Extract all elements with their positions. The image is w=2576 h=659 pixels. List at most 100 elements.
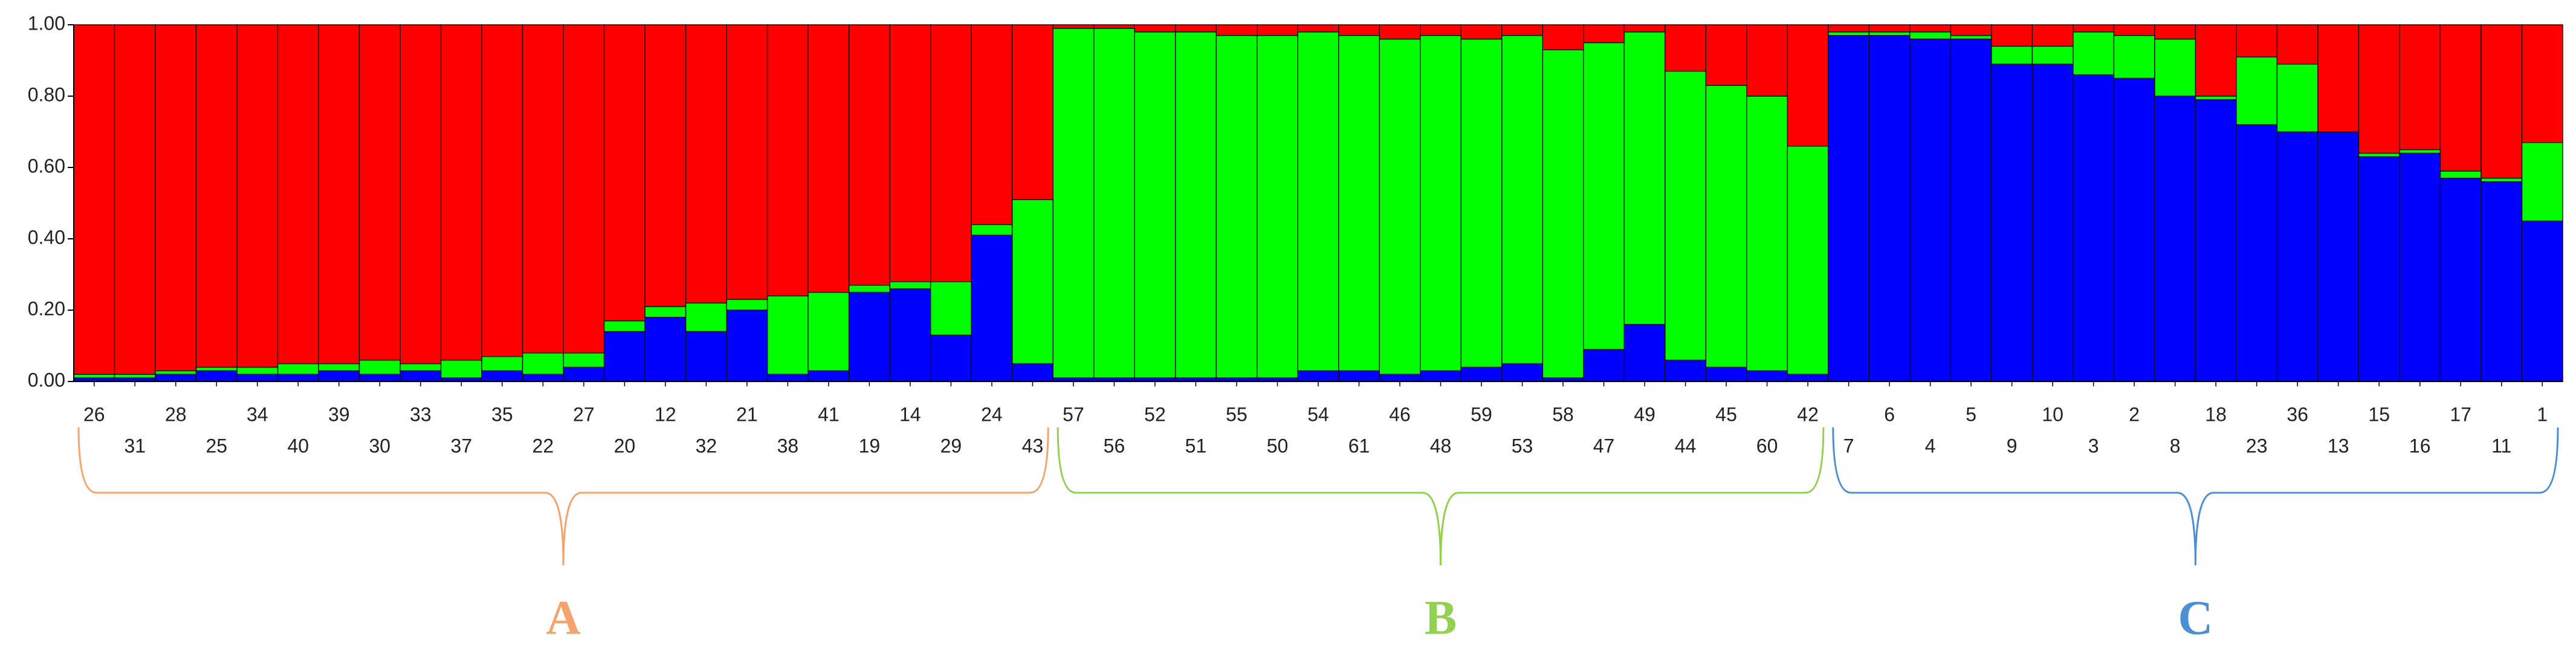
bar-segment — [2481, 181, 2523, 382]
bar-segment — [1623, 31, 1666, 325]
bar-segment — [522, 24, 564, 354]
x-tick-label: 12 — [655, 403, 676, 425]
x-tick-label: 13 — [2328, 435, 2349, 456]
bar-segment — [930, 334, 972, 382]
bar-segment — [2399, 152, 2441, 382]
x-tick-label: 24 — [981, 403, 1003, 425]
x-tick-label: 27 — [573, 403, 595, 425]
x-tick-label: 36 — [2286, 403, 2308, 425]
x-tick-label: 2 — [2129, 403, 2140, 425]
bar-segment — [1501, 34, 1544, 365]
bar-segment — [889, 24, 931, 282]
x-tick-label: 22 — [532, 435, 554, 456]
bar-segment — [73, 24, 115, 375]
bar-segment — [1746, 96, 1788, 372]
bar-segment — [1746, 370, 1788, 382]
x-tick-label: 15 — [2368, 403, 2390, 425]
x-tick-label: 20 — [614, 435, 636, 456]
bar-segment — [522, 374, 564, 382]
bar-segment — [1868, 24, 1911, 33]
bar-segment — [114, 24, 156, 375]
bar-segment — [1420, 24, 1462, 36]
y-tick-label: 0.20 — [28, 297, 65, 319]
bar-segment — [1256, 34, 1298, 378]
x-tick-label: 10 — [2042, 403, 2063, 425]
bar-segment — [1542, 24, 1584, 51]
x-tick-label: 39 — [328, 403, 350, 425]
x-tick-label: 52 — [1144, 403, 1166, 425]
bar-segment — [766, 295, 809, 375]
bar-segment — [73, 374, 115, 378]
bar-segment — [848, 24, 890, 286]
bar-segment — [2358, 156, 2400, 382]
x-tick-label: 41 — [818, 403, 840, 425]
x-tick-label: 5 — [1966, 403, 1976, 425]
bar-segment — [2195, 24, 2237, 97]
x-tick-label: 49 — [1634, 403, 1655, 425]
x-tick-label: 40 — [287, 435, 309, 456]
bar-segment — [766, 374, 809, 382]
x-tick-label: 16 — [2409, 435, 2431, 456]
bar-segment — [1583, 349, 1625, 382]
x-tick-label: 34 — [247, 403, 268, 425]
bar-segment — [2317, 131, 2360, 382]
bar-segment — [2521, 220, 2563, 382]
bar-segment — [1338, 370, 1380, 382]
x-tick-label: 32 — [696, 435, 717, 456]
x-tick-label: 11 — [2491, 435, 2511, 456]
bar-segment — [1011, 24, 1053, 200]
bar-segment — [1093, 24, 1135, 29]
bar-segment — [807, 24, 850, 293]
bar-segment — [2358, 152, 2400, 158]
bar-segment — [1705, 85, 1747, 368]
x-tick-label: 18 — [2205, 403, 2227, 425]
bar-segment — [1828, 34, 1870, 382]
bar-segment — [807, 291, 850, 372]
x-tick-label: 17 — [2450, 403, 2471, 425]
group-brace — [1057, 427, 1825, 566]
bar-segment — [1909, 24, 1952, 33]
bar-segment — [1665, 70, 1707, 361]
bar-segment — [1828, 24, 1870, 33]
y-tick-label: 0.00 — [28, 369, 65, 391]
bar-segment — [726, 310, 768, 382]
x-tick-label: 26 — [83, 403, 105, 425]
bar-segment — [1623, 24, 1666, 33]
bar-segment — [1501, 363, 1544, 382]
x-tick-label: 59 — [1471, 403, 1492, 425]
x-tick-label: 44 — [1675, 435, 1697, 456]
x-tick-label: 4 — [1925, 435, 1936, 456]
x-tick-label: 46 — [1389, 403, 1411, 425]
bar-segment — [1991, 63, 2033, 382]
x-tick-label: 53 — [1512, 435, 1533, 456]
bar-segment — [685, 302, 727, 333]
x-tick-label: 54 — [1307, 403, 1329, 425]
x-tick-label: 23 — [2246, 435, 2268, 456]
x-tick-label: 28 — [165, 403, 187, 425]
bar-segment — [2154, 24, 2196, 40]
x-tick-label: 58 — [1552, 403, 1574, 425]
bar-segment — [1665, 359, 1707, 382]
bar-segment — [1909, 31, 1952, 40]
bar-segment — [2236, 56, 2278, 125]
bar-segment — [2521, 141, 2563, 222]
bar-segment — [1460, 24, 1503, 40]
bar-segment — [1420, 370, 1462, 382]
bar-segment — [318, 363, 360, 372]
bar-segment — [1011, 363, 1053, 382]
x-tick-label: 55 — [1226, 403, 1248, 425]
bar-segment — [1950, 34, 1992, 40]
bar-segment — [2031, 24, 2074, 47]
bar-segment — [1011, 199, 1053, 365]
bar-segment — [848, 291, 890, 382]
x-tick-label: 38 — [777, 435, 799, 456]
bar-segment — [889, 288, 931, 382]
bar-segment — [1909, 38, 1952, 382]
bar-segment — [1950, 24, 1992, 36]
bar-segment — [236, 366, 279, 375]
bar-segment — [1052, 28, 1095, 378]
x-tick-label: 1 — [2537, 403, 2548, 425]
bar-segment — [2439, 177, 2482, 382]
group-brace — [1832, 427, 2559, 566]
